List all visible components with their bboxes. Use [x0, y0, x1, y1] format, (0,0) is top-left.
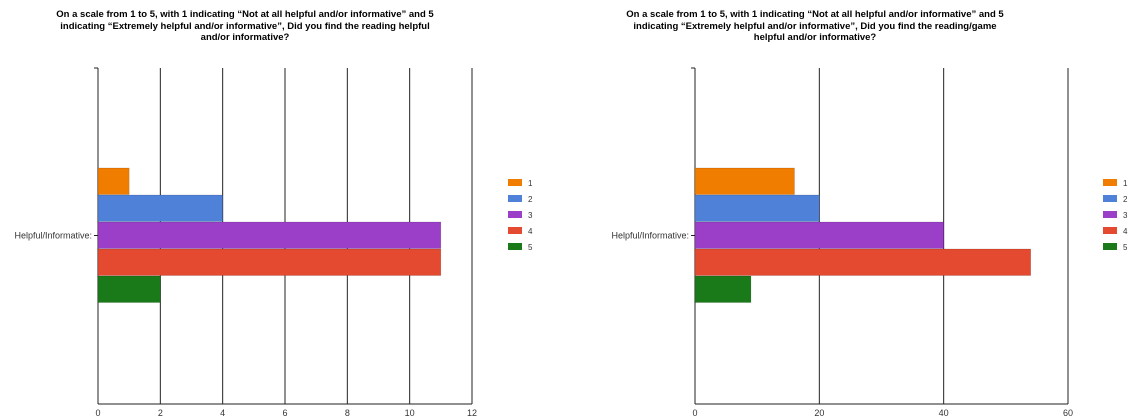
- x-tick-label: 4: [220, 408, 225, 418]
- legend-label: 2: [1123, 195, 1128, 204]
- legend-label: 1: [1123, 179, 1128, 188]
- x-tick-label: 12: [467, 408, 477, 418]
- legend-swatch: [1103, 243, 1117, 250]
- legend-swatch: [1103, 211, 1117, 218]
- chart-title-line: helpful and/or informative?: [753, 32, 877, 43]
- legend-swatch: [1103, 179, 1117, 186]
- legend-label: 4: [528, 227, 533, 236]
- legend-label: 2: [528, 195, 533, 204]
- legend-label: 3: [1123, 211, 1128, 220]
- bar: [97, 248, 442, 276]
- chart-title-line: On a scale from 1 to 5, with 1 indicatin…: [56, 9, 434, 20]
- category-label: Helpful/Informative:: [14, 231, 92, 241]
- legend-label: 5: [1123, 243, 1128, 252]
- bar: [97, 167, 130, 195]
- bar: [694, 248, 1031, 276]
- chart-title-line: On a scale from 1 to 5, with 1 indicatin…: [626, 9, 1004, 20]
- chart-title: On a scale from 1 to 5, with 1 indicatin…: [570, 9, 1060, 44]
- x-tick-label: 2: [158, 408, 163, 418]
- chart-title: On a scale from 1 to 5, with 1 indicatin…: [0, 9, 490, 44]
- legend-swatch: [508, 179, 522, 186]
- chart-title-line: indicating “Extremely helpful and/or inf…: [633, 20, 997, 32]
- x-tick-label: 6: [282, 408, 287, 418]
- category-label: Helpful/Informative:: [611, 231, 689, 241]
- legend-label: 5: [528, 243, 533, 252]
- x-tick-label: 40: [939, 408, 949, 418]
- bar: [694, 275, 752, 303]
- x-tick-label: 20: [814, 408, 824, 418]
- bar-chart-svg: 0 20 40 60 Helpful/Informative: 1 2 3 4 5: [611, 67, 1128, 418]
- legend-swatch: [508, 211, 522, 218]
- legend-label: 4: [1123, 227, 1128, 236]
- x-tick-label: 0: [95, 408, 100, 418]
- bar: [97, 221, 442, 249]
- bar: [694, 167, 795, 195]
- x-tick-label: 8: [345, 408, 350, 418]
- bar: [97, 194, 223, 222]
- bar: [694, 221, 944, 249]
- legend-label: 1: [528, 179, 533, 188]
- x-tick-label: 10: [405, 408, 415, 418]
- legend-swatch: [508, 243, 522, 250]
- x-tick-label: 60: [1063, 408, 1073, 418]
- legend-swatch: [1103, 195, 1117, 202]
- x-tick-label: 0: [692, 408, 697, 418]
- bar: [694, 194, 820, 222]
- legend-swatch: [508, 227, 522, 234]
- chart-title-line: and/or informative?: [200, 32, 290, 43]
- legend-label: 3: [528, 211, 533, 220]
- legend-swatch: [1103, 227, 1117, 234]
- bar: [97, 275, 161, 303]
- chart-panel-left: On a scale from 1 to 5, with 1 indicatin…: [0, 9, 533, 418]
- legend-swatch: [508, 195, 522, 202]
- chart-title-line: indicating “Extremely helpful and/or inf…: [60, 20, 430, 32]
- chart-panel-right: On a scale from 1 to 5, with 1 indicatin…: [564, 0, 1128, 420]
